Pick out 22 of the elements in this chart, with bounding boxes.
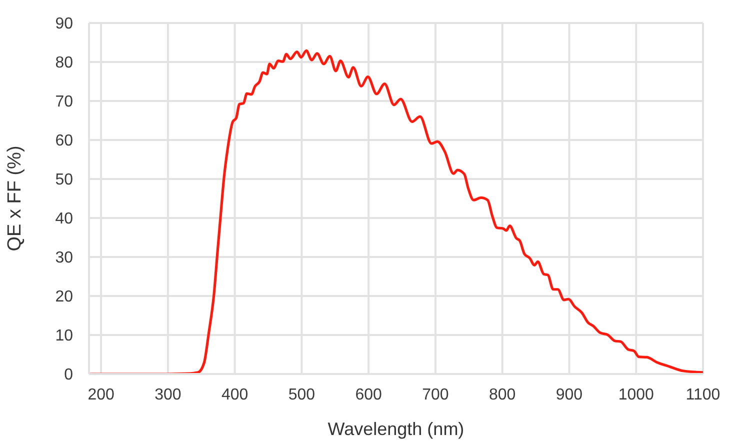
x-tick-label: 300 <box>154 386 182 404</box>
x-tick-label: 400 <box>221 386 248 404</box>
x-tick-label: 1000 <box>618 386 654 404</box>
y-tick-label: 0 <box>64 366 74 384</box>
x-tick-label: 1100 <box>686 386 720 404</box>
x-tick-label: 500 <box>288 386 316 404</box>
x-tick-label: 700 <box>422 386 449 404</box>
x-tick-label: 900 <box>556 386 583 404</box>
x-tick-label: 800 <box>488 386 516 404</box>
y-tick-label: 40 <box>55 210 74 228</box>
y-tick-label: 10 <box>55 328 74 345</box>
y-tick-label: 80 <box>55 54 74 72</box>
x-tick-label: 200 <box>88 386 114 404</box>
y-tick-label: 50 <box>55 172 74 189</box>
y-tick-label: 70 <box>55 94 74 111</box>
y-axis-title: QE x FF (%) <box>4 146 26 252</box>
y-tick-label: 30 <box>55 250 74 267</box>
y-tick-label: 60 <box>55 132 74 150</box>
y-tick-label: 20 <box>55 288 74 306</box>
x-tick-label: 600 <box>355 386 382 404</box>
x-axis-title: Wavelength (nm) <box>328 419 464 439</box>
y-tick-label: 90 <box>55 16 74 33</box>
